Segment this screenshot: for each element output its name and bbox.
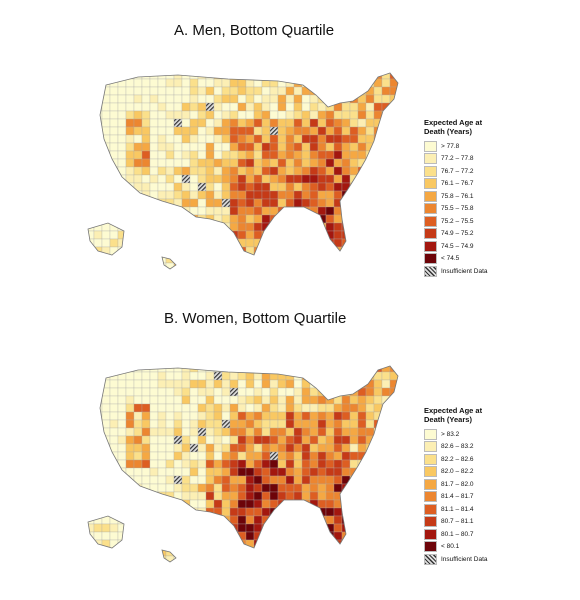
- legend-item: 82.0 – 82.2: [424, 466, 504, 479]
- legend-swatch: [424, 265, 437, 277]
- legend-item: 76.1 – 76.7: [424, 178, 504, 191]
- legend-label: 81.4 – 81.7: [441, 493, 474, 501]
- legend-swatch: [424, 528, 437, 540]
- legend-label: 74.5 – 74.9: [441, 242, 474, 250]
- legend-swatch: [424, 541, 437, 553]
- legend-swatch: [424, 466, 437, 478]
- legend-swatch: [424, 428, 437, 440]
- legend-swatch: [424, 553, 437, 565]
- legend-item: 82.2 – 82.6: [424, 453, 504, 466]
- legend-title: Expected Age at Death (Years): [424, 118, 483, 136]
- legend-item: 76.7 – 77.2: [424, 165, 504, 178]
- panel-women: B. Women, Bottom Quartile Expected Age a…: [0, 290, 580, 580]
- legend-label: 75.8 – 76.1: [441, 192, 474, 200]
- legend-swatch: [424, 215, 437, 227]
- legend-swatch: [424, 441, 437, 453]
- legend-label: 82.6 – 83.2: [441, 443, 474, 451]
- legend-label: 81.1 – 81.4: [441, 505, 474, 513]
- legend-item: Insufficient Data: [424, 265, 504, 278]
- legend-label: Insufficient Data: [441, 555, 488, 563]
- legend-swatch: [424, 478, 437, 490]
- legend-swatch: [424, 228, 437, 240]
- us-county-map: [87, 365, 399, 563]
- legend-item: > 77.8: [424, 140, 504, 153]
- map-legend: Expected Age at Death (Years) > 77.8 77.2 …: [424, 118, 504, 278]
- legend-item: 80.1 – 80.7: [424, 528, 504, 541]
- legend-swatch: [424, 240, 437, 252]
- legend-label: > 77.8: [441, 142, 460, 150]
- legend-item: 77.2 – 77.8: [424, 153, 504, 166]
- legend-item: 74.9 – 75.2: [424, 228, 504, 241]
- legend-item: 82.6 – 83.2: [424, 441, 504, 454]
- legend-label: 80.1 – 80.7: [441, 530, 474, 538]
- legend-swatch: [424, 140, 437, 152]
- legend-label: 80.7 – 81.1: [441, 518, 474, 526]
- panel-title: B. Women, Bottom Quartile: [164, 310, 347, 327]
- legend-label: 76.7 – 77.2: [441, 167, 474, 175]
- map-legend: Expected Age at Death (Years) > 83.2 82.6 …: [424, 406, 504, 566]
- map-outline: [161, 256, 177, 270]
- legend-swatch: [424, 453, 437, 465]
- legend-label: 75.5 – 75.8: [441, 205, 474, 213]
- map-outline: [87, 222, 125, 256]
- map-outline: [161, 549, 177, 563]
- county-cells: [88, 366, 398, 562]
- legend-label: 75.2 – 75.5: [441, 217, 474, 225]
- legend-swatch: [424, 190, 437, 202]
- legend-label: 82.2 – 82.6: [441, 455, 474, 463]
- us-county-map: [87, 72, 399, 270]
- legend-swatch: [424, 516, 437, 528]
- legend-item: 81.1 – 81.4: [424, 503, 504, 516]
- legend-label: > 83.2: [441, 430, 460, 438]
- legend-item: 74.5 – 74.9: [424, 240, 504, 253]
- legend-item: 81.4 – 81.7: [424, 491, 504, 504]
- legend-swatch: [424, 503, 437, 515]
- legend-swatch: [424, 165, 437, 177]
- legend-swatch: [424, 203, 437, 215]
- legend-item: 81.7 – 82.0: [424, 478, 504, 491]
- legend-label: < 80.1: [441, 543, 460, 551]
- panel-title: A. Men, Bottom Quartile: [174, 22, 335, 39]
- legend-title: Expected Age at Death (Years): [424, 406, 483, 424]
- legend-swatch: [424, 491, 437, 503]
- legend-item: 80.7 – 81.1: [424, 516, 504, 529]
- map-outline: [99, 72, 399, 256]
- legend-label: 81.7 – 82.0: [441, 480, 474, 488]
- legend-label: Insufficient Data: [441, 267, 488, 275]
- legend-item: 75.8 – 76.1: [424, 190, 504, 203]
- legend-label: 77.2 – 77.8: [441, 155, 474, 163]
- legend-label: 76.1 – 76.7: [441, 180, 474, 188]
- map-outline: [87, 515, 125, 549]
- legend-item: Insufficient Data: [424, 553, 504, 566]
- legend-label: 82.0 – 82.2: [441, 468, 474, 476]
- legend-item: 75.2 – 75.5: [424, 215, 504, 228]
- legend-swatch: [424, 253, 437, 265]
- legend-item: < 74.5: [424, 253, 504, 266]
- map-outline: [99, 365, 399, 549]
- legend-item: > 83.2: [424, 428, 504, 441]
- county-cells: [88, 73, 398, 269]
- legend-label: < 74.5: [441, 255, 460, 263]
- legend-label: 74.9 – 75.2: [441, 230, 474, 238]
- legend-swatch: [424, 178, 437, 190]
- legend-item: 75.5 – 75.8: [424, 203, 504, 216]
- legend-swatch: [424, 153, 437, 165]
- panel-men: A. Men, Bottom Quartile Expected Age at …: [0, 0, 580, 290]
- legend-item: < 80.1: [424, 541, 504, 554]
